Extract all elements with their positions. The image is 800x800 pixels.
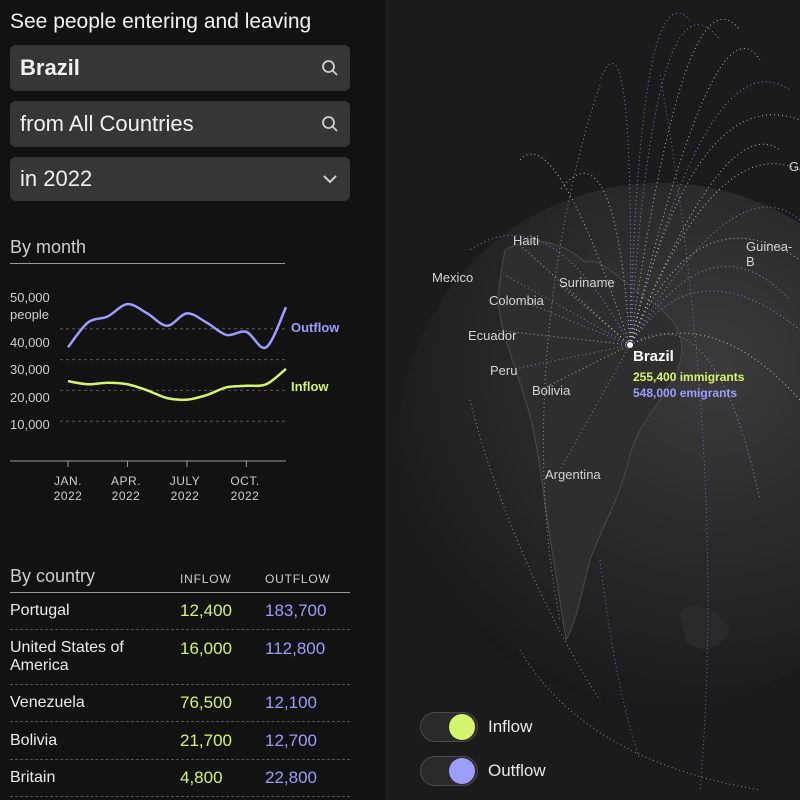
- left-panel: See people entering and leaving Brazil f…: [0, 0, 385, 800]
- migration-arc: [629, 114, 800, 346]
- country-label-guinea-bissau[interactable]: Guinea-B: [746, 239, 793, 269]
- globe-map[interactable]: [385, 0, 800, 800]
- table-row[interactable]: Britain 4,800 22,800: [10, 760, 350, 797]
- focus-country-name: Brazil: [633, 348, 674, 365]
- chevron-down-icon[interactable]: [320, 169, 340, 189]
- y-tick-label: 40,000: [10, 335, 50, 350]
- outflow-value: 183,700: [265, 601, 327, 620]
- south-america-landmass: [497, 240, 683, 642]
- migration-arc: [629, 206, 800, 346]
- migration-arc: [599, 559, 641, 761]
- migration-arc: [469, 234, 631, 346]
- inflow-value: 12,400: [180, 601, 232, 620]
- migration-arc: [519, 244, 631, 346]
- country-name: Britain: [10, 769, 56, 786]
- x-tick-label: JULY 2022: [169, 474, 201, 503]
- year-select[interactable]: in 2022: [10, 157, 350, 201]
- migration-arc: [559, 284, 631, 346]
- antarctica-landmass: [680, 606, 730, 649]
- by-country-title: By country: [10, 566, 96, 586]
- focus-emigrants: 548,000 emigrants: [633, 386, 738, 400]
- by-country-divider: [10, 592, 350, 593]
- y-tick-label: 10,000: [10, 417, 50, 432]
- y-tick-label: 20,000: [10, 390, 50, 405]
- origin-search-value: from All Countries: [20, 111, 194, 136]
- x-tick-label: JAN. 2022: [53, 474, 83, 503]
- outflow-toggle-knob: [449, 758, 475, 784]
- migration-arc: [469, 399, 601, 701]
- table-row[interactable]: Portugal 12,400 183,700: [10, 593, 350, 630]
- year-select-value: in 2022: [20, 166, 93, 191]
- country-name: Bolivia: [10, 732, 58, 749]
- table-row[interactable]: United States of America 16,000 112,800: [10, 630, 350, 685]
- inflow-toggle-label: Inflow: [488, 717, 533, 736]
- x-tick-label: APR. 2022: [110, 474, 141, 503]
- country-label-peru[interactable]: Peru: [490, 363, 518, 378]
- globe-panel[interactable]: Haiti Mexico Suriname Colombia Ecuador P…: [385, 0, 800, 800]
- country-label-argentina[interactable]: Argentina: [545, 467, 601, 482]
- migration-arc: [559, 172, 631, 346]
- migration-arc: [629, 24, 721, 346]
- inflow-toggle[interactable]: [420, 712, 478, 742]
- country-search-value: Brazil: [20, 55, 80, 80]
- inflow-value: 21,700: [180, 731, 232, 750]
- migration-arc: [542, 84, 601, 621]
- by-month-divider: [10, 263, 285, 264]
- country-label-clipped[interactable]: G: [789, 159, 800, 174]
- search-icon[interactable]: [320, 114, 340, 134]
- outflow-value: 12,700: [265, 731, 317, 750]
- country-name: Venezuela: [10, 694, 85, 711]
- focus-immigrants: 255,400 immigrants: [633, 370, 745, 384]
- table-row[interactable]: Venezuela 76,500 12,100: [10, 685, 350, 722]
- inflow-value: 76,500: [180, 693, 232, 712]
- by-month-chart: [10, 302, 288, 467]
- migration-arc: [629, 143, 781, 346]
- migration-arcs: [469, 12, 800, 791]
- migration-arc: [539, 344, 631, 391]
- search-icon[interactable]: [320, 58, 340, 78]
- page-title: See people entering and leaving: [10, 10, 312, 33]
- migration-arc: [629, 333, 761, 501]
- inflow-value: 16,000: [180, 639, 232, 658]
- y-tick-unit: people: [10, 307, 50, 322]
- outflow-column-header: OUTFLOW: [265, 572, 331, 586]
- country-label-colombia[interactable]: Colombia: [489, 293, 544, 308]
- y-tick-label: 50,000: [10, 290, 50, 305]
- by-month-title: By month: [10, 237, 87, 257]
- outflow-value: 112,800: [265, 639, 326, 658]
- table-row[interactable]: Bolivia 21,700 12,700: [10, 722, 350, 760]
- y-tick-label: 30,000: [10, 362, 50, 377]
- country-name: United States of America: [10, 639, 124, 674]
- country-label-ecuador[interactable]: Ecuador: [468, 328, 517, 343]
- country-label-mexico[interactable]: Mexico: [432, 270, 474, 285]
- inflow-series-line: [67, 367, 287, 402]
- outflow-value: 12,100: [265, 693, 317, 712]
- migration-arc: [509, 344, 631, 371]
- inflow-column-header: INFLOW: [180, 572, 232, 586]
- inflow-toggle-knob: [449, 714, 475, 740]
- migration-arc: [629, 265, 791, 346]
- migration-arc: [519, 153, 631, 346]
- outflow-series-label: Outflow: [291, 320, 340, 335]
- brazil-marker[interactable]: [627, 342, 633, 348]
- x-tick-label: OCT. 2022: [230, 474, 260, 503]
- inflow-value: 4,800: [180, 768, 223, 787]
- migration-arc: [629, 18, 741, 346]
- country-label-suriname[interactable]: Suriname: [559, 275, 615, 290]
- inflow-series-label: Inflow: [291, 379, 329, 394]
- outflow-toggle-label: Outflow: [488, 761, 546, 780]
- outflow-value: 22,800: [265, 768, 317, 787]
- country-label-bolivia[interactable]: Bolivia: [532, 383, 571, 398]
- origin-search[interactable]: from All Countries: [10, 101, 350, 147]
- country-search[interactable]: Brazil: [10, 45, 350, 91]
- country-name: Portugal: [10, 602, 70, 619]
- country-label-haiti[interactable]: Haiti: [513, 233, 540, 248]
- outflow-series-line: [67, 302, 288, 350]
- outflow-toggle[interactable]: [420, 756, 478, 786]
